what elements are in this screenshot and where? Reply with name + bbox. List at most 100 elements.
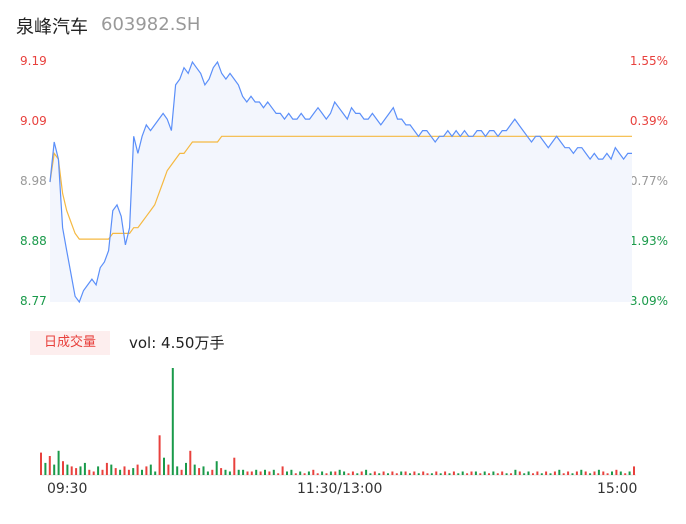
volume-bar (163, 457, 165, 475)
volume-bar (505, 473, 508, 475)
volume-bar (373, 471, 376, 475)
volume-bar (312, 469, 315, 475)
volume-bar (233, 457, 236, 475)
volume-bar (92, 471, 95, 475)
volume-bar (492, 471, 495, 475)
volume-bar (101, 469, 104, 475)
volume-bar (602, 471, 605, 475)
volume-bar (365, 469, 368, 475)
x-tick-close: 15:00 (597, 481, 638, 497)
volume-bar (167, 464, 170, 475)
volume-bar (597, 469, 600, 475)
volume-bar (237, 469, 240, 475)
volume-bar (417, 473, 420, 475)
volume-bar (448, 473, 451, 475)
volume-text: vol: 4.50万手 (129, 334, 225, 352)
volume-bar (57, 450, 60, 475)
volume-bar (220, 468, 223, 475)
volume-bar (286, 471, 288, 475)
volume-bar (145, 466, 148, 475)
volume-bar (553, 471, 556, 475)
volume-bar (624, 473, 627, 475)
stock-name: 泉峰汽车 (16, 17, 88, 38)
volume-bar (246, 471, 249, 475)
volume-bar (185, 462, 187, 475)
x-tick-open: 09:30 (47, 481, 88, 497)
volume-bar (479, 473, 482, 475)
volume-bar (619, 471, 622, 475)
volume-bar (435, 471, 438, 475)
volume-bar (562, 473, 565, 475)
volume-bar (268, 471, 271, 475)
y-tick-left-2: 8.98 (20, 174, 47, 188)
stock-code: 603982.SH (101, 14, 201, 35)
volume-bar (110, 464, 113, 475)
volume-bar (527, 471, 530, 475)
volume-bar (44, 462, 47, 475)
volume-bar (514, 469, 517, 475)
volume-bar (369, 473, 372, 475)
volume-bar (351, 471, 354, 475)
volume-bar (558, 469, 561, 475)
price-line (49, 60, 632, 304)
volume-bar (611, 471, 613, 475)
volume-bar (593, 471, 596, 475)
volume-bar (149, 464, 152, 475)
volume-bar (215, 461, 218, 475)
volume-bar (329, 471, 332, 475)
volume-bar (347, 473, 350, 475)
volume-bar (426, 473, 429, 475)
volume-bar (413, 471, 416, 475)
volume-bar (321, 471, 324, 475)
volume-bar (83, 462, 86, 475)
volume-bar (606, 473, 609, 475)
volume-bar (290, 469, 293, 475)
volume-badge: 日成交量 (30, 331, 110, 355)
volume-bar (488, 473, 490, 475)
volume-bar (378, 473, 381, 475)
y-tick-left-0: 9.19 (20, 54, 47, 68)
volume-bar (549, 473, 552, 475)
volume-bar (62, 461, 64, 475)
volume-bar (127, 469, 130, 475)
volume-bar (277, 473, 280, 475)
volume-bar (400, 471, 403, 475)
volume-bar (158, 435, 161, 475)
volume-bar (430, 473, 433, 475)
volume-bar (97, 466, 100, 475)
volume-bar (264, 469, 266, 475)
volume-bar (316, 473, 319, 475)
y-tick-right-4: -3.09% (625, 294, 668, 308)
y-tick-right-3: -1.93% (625, 234, 668, 248)
volume-bar (501, 471, 504, 475)
volume-bar (470, 471, 473, 475)
volume-bar (259, 471, 262, 475)
volume-bar (580, 469, 583, 475)
volume-bar (536, 471, 539, 475)
price-area (50, 62, 632, 302)
volume-bar (584, 471, 587, 475)
volume-bar (66, 464, 69, 475)
volume-bar (452, 471, 455, 475)
volume-bar (356, 473, 359, 475)
volume-bar (75, 468, 78, 475)
volume-bar (615, 469, 618, 475)
volume-bar (567, 471, 570, 475)
volume-bar (228, 471, 231, 475)
volume-bar (40, 452, 42, 475)
volume-bar (483, 471, 486, 475)
volume-bar (461, 471, 464, 475)
volume-bar (105, 462, 108, 475)
volume-bar (444, 471, 447, 475)
volume-bar (338, 469, 341, 475)
volume-bar (154, 471, 157, 475)
volume-bar (523, 473, 526, 475)
volume-bar (171, 368, 174, 475)
volume-bar (180, 469, 183, 475)
volume-bar (198, 468, 201, 475)
volume-bar (439, 473, 442, 475)
volume-bar (255, 469, 258, 475)
volume-bar (307, 471, 310, 475)
volume-bar (193, 464, 196, 475)
